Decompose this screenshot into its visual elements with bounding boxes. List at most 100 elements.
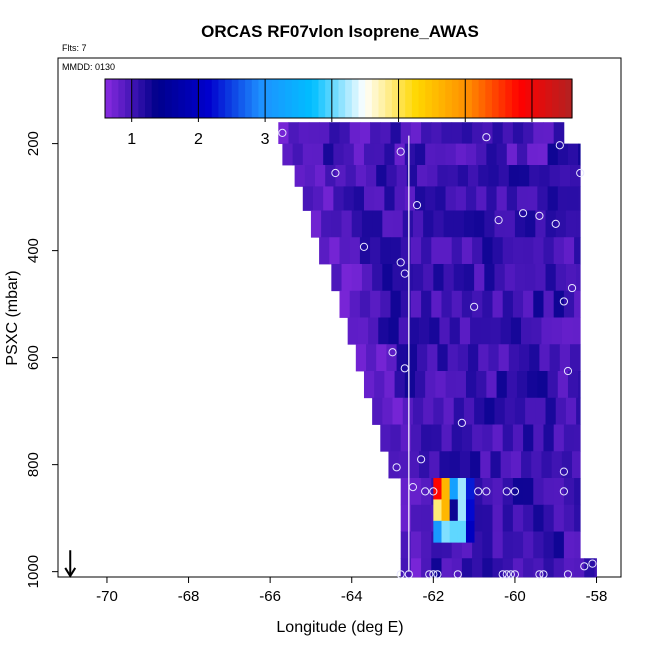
heatmap-cell [559, 165, 571, 187]
heatmap-cell [421, 504, 432, 532]
heatmap-cell [441, 424, 453, 452]
heatmap-cell [494, 397, 506, 425]
heatmap-cell [572, 451, 581, 479]
heatmap-cell [533, 424, 544, 452]
heatmap-cell [315, 165, 326, 187]
colorbar-swatch [378, 79, 386, 118]
heatmap-cell [474, 210, 485, 238]
heatmap-cell [441, 290, 453, 318]
heatmap-cell [421, 424, 432, 452]
heatmap-cell [331, 210, 342, 238]
heatmap-cell [523, 558, 534, 578]
sample-point [412, 201, 422, 210]
heatmap-cell [506, 143, 518, 166]
heatmap-cell [502, 504, 514, 532]
heatmap-cell [400, 504, 412, 532]
heatmap-cell [406, 165, 418, 187]
sample-point [388, 348, 397, 357]
heatmap-cell [527, 371, 538, 399]
heatmap-cell [294, 165, 306, 187]
heatmap-cell [547, 371, 559, 399]
colorbar-swatch [425, 79, 433, 118]
heatmap-cell [514, 263, 526, 292]
heatmap-cell [341, 210, 353, 238]
heatmap-cell [329, 122, 340, 145]
heatmap-cell [482, 424, 493, 452]
heatmap-cell [468, 344, 479, 372]
heatmap-hotspot-cell [457, 499, 467, 522]
heatmap-cell [310, 210, 322, 238]
heatmap-cell [500, 451, 512, 479]
sample-point [555, 141, 564, 150]
heatmap-cell [553, 558, 565, 578]
heatmap-cell [541, 317, 553, 345]
heatmap-cell [398, 317, 410, 345]
heatmap-cell [543, 558, 555, 578]
heatmap-cell [355, 165, 367, 187]
heatmap-cell [492, 122, 504, 145]
colorbar-swatch [285, 79, 293, 118]
heatmap-cell [576, 263, 581, 292]
heatmap-cell [504, 397, 516, 425]
sample-point [502, 570, 511, 579]
heatmap-cell [543, 478, 555, 506]
sample-point [359, 242, 369, 251]
colorbar-swatch [191, 79, 199, 118]
sample-point [400, 269, 409, 278]
heatmap-hotspot-cell [441, 478, 451, 500]
sample-point [482, 487, 491, 496]
heatmap-cell [549, 165, 561, 187]
heatmap-cell [394, 371, 406, 399]
heatmap-cell [459, 317, 471, 345]
colorbar-swatch [458, 79, 466, 118]
colorbar-swatch [198, 79, 206, 118]
heatmap-cell [551, 451, 563, 479]
heatmap-cell [502, 478, 514, 506]
heatmap-cell [402, 397, 414, 425]
heatmap-cell [457, 165, 469, 187]
heatmap-cell [496, 143, 508, 166]
heatmap-cell [431, 531, 442, 559]
y-tick-label: 600 [25, 345, 42, 370]
heatmap-cell [553, 478, 565, 506]
heatmap-cell [359, 122, 371, 145]
heatmap-cell [563, 531, 575, 559]
heatmap-cell [392, 210, 404, 238]
heatmap-cell [482, 122, 493, 145]
heatmap-cell [512, 424, 524, 452]
colorbar-border [104, 78, 573, 119]
heatmap-cell [386, 344, 398, 372]
heatmap-cell [545, 397, 557, 425]
heatmap-cell [584, 558, 595, 578]
colorbar-swatch [125, 79, 133, 118]
sample-point [433, 570, 442, 579]
heatmap-cell [498, 344, 510, 372]
heatmap-cell [543, 531, 555, 559]
colorbar-swatch [151, 79, 159, 118]
colorbar-swatch [291, 79, 300, 118]
heatmap-cell [506, 186, 518, 211]
heatmap-cell [335, 165, 347, 187]
sample-point [396, 147, 405, 156]
heatmap-cell [374, 143, 385, 166]
heatmap-hotspot-cell [449, 520, 459, 543]
heatmap-cell [574, 478, 581, 506]
heatmap-cell [523, 504, 534, 532]
heatmap-cell [496, 186, 508, 211]
heatmap-cell [443, 263, 455, 292]
heatmap-cell [302, 186, 314, 211]
heatmap-hotspot-cell [457, 478, 467, 500]
heatmap-cell [472, 558, 483, 578]
heatmap-cell [419, 451, 430, 479]
y-tick-label: 400 [25, 238, 42, 263]
heatmap-cell [574, 424, 581, 452]
heatmap-cell [392, 397, 404, 425]
heatmap-cell [465, 371, 477, 399]
sample-point [535, 211, 544, 220]
mmdd-label: MMDD: 0130 [62, 62, 115, 72]
heatmap-cell [484, 263, 495, 292]
heatmap-cell [288, 122, 300, 145]
heatmap-cell [451, 122, 463, 145]
heatmap-cell [423, 210, 434, 238]
heatmap-cell [516, 186, 528, 211]
